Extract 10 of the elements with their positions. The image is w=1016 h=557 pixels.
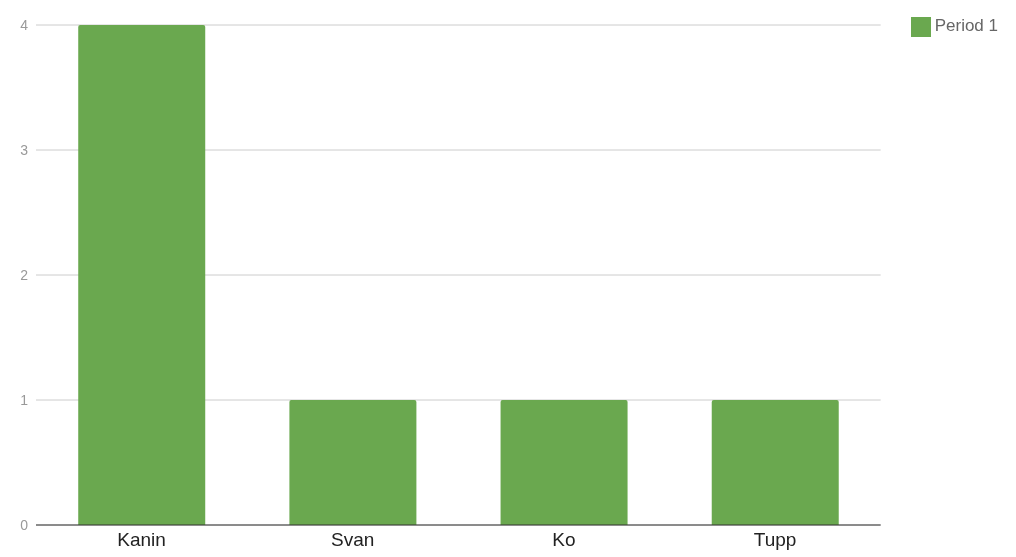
y-tick-label: 1 <box>20 391 29 408</box>
x-tick-label: Ko <box>552 529 576 551</box>
x-tick-label: Kanin <box>117 529 166 551</box>
legend-label: Period 1 <box>934 16 998 35</box>
y-tick-label: 4 <box>20 16 29 33</box>
x-tick-label: Svan <box>331 529 375 551</box>
y-tick-label: 3 <box>20 141 29 158</box>
x-tick-label: Tupp <box>753 529 797 551</box>
y-tick-label: 2 <box>20 266 29 283</box>
y-tick-label: 0 <box>20 516 29 533</box>
